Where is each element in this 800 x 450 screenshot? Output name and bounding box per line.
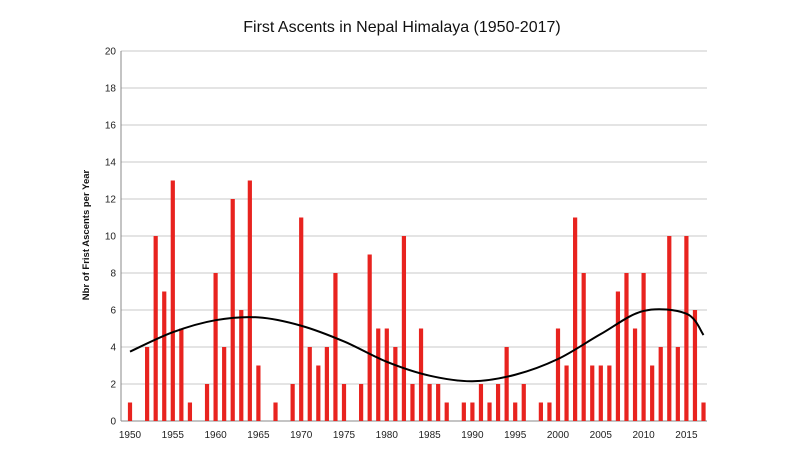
- bar-1996: [521, 384, 526, 421]
- bar-2011: [650, 365, 655, 421]
- y-axis-label: Nbr of Frist Ascents per Year: [81, 170, 92, 301]
- bar-1985: [427, 384, 432, 421]
- y-tick-label: 14: [105, 158, 117, 169]
- x-tick-label: 1955: [162, 430, 185, 441]
- bar-1964: [247, 180, 252, 421]
- bar-2000: [555, 328, 561, 421]
- bar-1959: [204, 384, 210, 421]
- bar-2014: [675, 347, 680, 421]
- bar-1980: [384, 328, 389, 421]
- bar-1981: [393, 347, 398, 421]
- bar-1972: [316, 365, 321, 421]
- x-tick-label: 1950: [119, 430, 142, 441]
- x-tick-label: 2015: [675, 430, 698, 441]
- y-tick-label: 20: [105, 47, 117, 58]
- x-tick-label: 2005: [590, 430, 613, 441]
- bar-1993: [495, 384, 501, 421]
- bar-2010: [641, 273, 646, 421]
- y-tick-label: 6: [110, 306, 116, 317]
- bar-1979: [376, 328, 381, 421]
- bar-2009: [632, 328, 638, 421]
- bar-1986: [436, 384, 441, 421]
- y-tick-label: 12: [105, 195, 117, 206]
- bar-1953: [153, 236, 158, 421]
- x-tick-label: 1975: [333, 430, 356, 441]
- bar-2015: [684, 236, 689, 421]
- x-tick-label: 1960: [204, 430, 227, 441]
- bar-1974: [333, 273, 338, 421]
- bar-1978: [367, 254, 372, 421]
- bar-2017: [701, 402, 706, 421]
- bar-1982: [401, 236, 407, 421]
- grid: [120, 50, 707, 422]
- bar-2002: [573, 217, 578, 421]
- bar-1983: [410, 384, 415, 421]
- bar-2004: [590, 365, 595, 421]
- bar-1991: [478, 384, 484, 421]
- x-tick-label: 1995: [504, 430, 527, 441]
- bar-2001: [564, 365, 569, 421]
- bar-1970: [299, 217, 304, 421]
- x-tick-label: 2010: [632, 430, 655, 441]
- y-tick-label: 4: [110, 343, 116, 354]
- bar-2006: [607, 365, 612, 421]
- bar-2007: [615, 291, 621, 421]
- bar-2012: [658, 347, 663, 421]
- y-tick-label: 8: [110, 269, 116, 280]
- bar-1969: [290, 384, 295, 421]
- y-tick-label: 2: [110, 380, 116, 391]
- x-tick-label: 1985: [418, 430, 441, 441]
- x-tick-label: 1980: [376, 430, 399, 441]
- bar-1973: [324, 347, 329, 421]
- bar-1963: [239, 310, 244, 421]
- bar-1950: [127, 402, 133, 421]
- trend-line: [129, 308, 705, 383]
- y-tick-label: 18: [105, 84, 117, 95]
- bar-1965: [256, 365, 261, 421]
- bar-1984: [418, 328, 424, 421]
- bar-1955: [170, 180, 175, 421]
- bar-1989: [461, 402, 466, 421]
- bar-2008: [624, 273, 629, 421]
- bar-2003: [581, 273, 586, 421]
- bar-1961: [222, 347, 227, 421]
- bar-1990: [470, 402, 475, 421]
- chart-title: First Ascents in Nepal Himalaya (1950-20…: [243, 19, 560, 36]
- x-tick-labels: 1950 1955 1960 1965 1970 1975 1980 1985 1990 1995…: [119, 430, 698, 441]
- bar-2013: [667, 236, 672, 421]
- bar-2016: [692, 310, 698, 421]
- y-tick-label: 16: [105, 121, 117, 132]
- bar-1960: [213, 273, 218, 421]
- x-tick-label: 1970: [290, 430, 313, 441]
- bar-1962: [230, 199, 235, 421]
- bar-1967: [273, 402, 278, 421]
- bar-1952: [145, 347, 150, 421]
- bar-1987: [444, 402, 449, 421]
- y-tick-labels: 0 2 4 6 8 10 12 14 16 18 20: [105, 47, 117, 428]
- bar-1992: [487, 402, 492, 421]
- y-tick-label: 10: [105, 232, 117, 243]
- bar-1975: [341, 384, 347, 421]
- x-tick-label: 1990: [461, 430, 484, 441]
- x-tick-label: 1965: [247, 430, 270, 441]
- y-tick-label: 0: [110, 417, 116, 428]
- bar-1956: [179, 328, 184, 421]
- bar-1998: [538, 402, 543, 421]
- bar-1971: [307, 347, 312, 421]
- x-tick-label: 2000: [547, 430, 570, 441]
- bar-1957: [187, 402, 193, 421]
- bar-1995: [513, 402, 518, 421]
- bars: [127, 180, 706, 421]
- bar-1954: [162, 291, 167, 421]
- bar-1977: [359, 384, 364, 421]
- bar-1994: [504, 347, 509, 421]
- bar-1999: [547, 402, 552, 421]
- bar-2005: [598, 365, 603, 421]
